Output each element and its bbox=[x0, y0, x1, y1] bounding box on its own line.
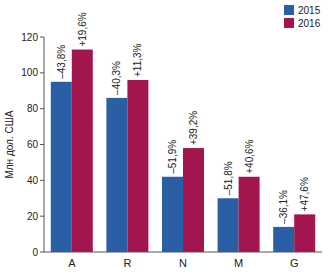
y-tick bbox=[40, 108, 44, 109]
y-axis bbox=[44, 37, 45, 252]
y-axis-label: Млн дол. США bbox=[4, 110, 15, 178]
bar bbox=[106, 98, 127, 252]
y-tick-label: 100 bbox=[21, 67, 38, 78]
annotation: –36,1% bbox=[278, 190, 289, 224]
bars bbox=[51, 50, 315, 252]
y-tick bbox=[40, 37, 44, 38]
y-tick-label: 120 bbox=[21, 32, 38, 43]
legend-swatch bbox=[284, 18, 294, 28]
annotation: +19,6% bbox=[77, 12, 88, 46]
annotation: –43,8% bbox=[56, 45, 67, 79]
chart: Млн дол. США 0 20 40 60 80 100 120 –43,8% –40,3% –… bbox=[0, 0, 331, 278]
x-axis bbox=[44, 252, 322, 253]
annotation: +40,6% bbox=[244, 139, 255, 173]
y-tick-label: 60 bbox=[27, 139, 39, 150]
bar bbox=[162, 177, 183, 252]
bar bbox=[127, 80, 148, 252]
bar bbox=[51, 82, 72, 252]
legend-label: 2015 bbox=[298, 5, 321, 16]
bar bbox=[218, 198, 239, 252]
annotation: +39,2% bbox=[188, 111, 199, 145]
y-tick bbox=[40, 180, 44, 181]
annotation: +11,3% bbox=[132, 43, 143, 77]
y-tick-label: 80 bbox=[27, 103, 39, 114]
legend-label: 2016 bbox=[298, 18, 321, 29]
annotation: –51,9% bbox=[167, 140, 178, 174]
x-tick-label: R bbox=[123, 257, 131, 269]
bar bbox=[294, 214, 315, 252]
annotation: –40,3% bbox=[111, 61, 122, 95]
y-tick bbox=[40, 144, 44, 145]
bar bbox=[239, 177, 260, 252]
y-tick bbox=[40, 252, 44, 253]
x-tick-label: N bbox=[179, 257, 187, 269]
x-tick-label: G bbox=[290, 257, 299, 269]
annotation: +47,6% bbox=[299, 177, 310, 211]
y-tick bbox=[40, 216, 44, 217]
y-tick bbox=[40, 72, 44, 73]
y-tick-label: 40 bbox=[27, 175, 39, 186]
y-tick-label: 0 bbox=[32, 247, 38, 258]
y-tick-label: 20 bbox=[27, 211, 39, 222]
legend-swatch bbox=[284, 5, 294, 15]
bar bbox=[273, 227, 294, 252]
x-tick-label: A bbox=[68, 257, 76, 269]
bar bbox=[183, 148, 204, 252]
annotation: –51,8% bbox=[223, 161, 234, 195]
bar bbox=[72, 50, 93, 252]
x-tick-label: M bbox=[234, 257, 243, 269]
